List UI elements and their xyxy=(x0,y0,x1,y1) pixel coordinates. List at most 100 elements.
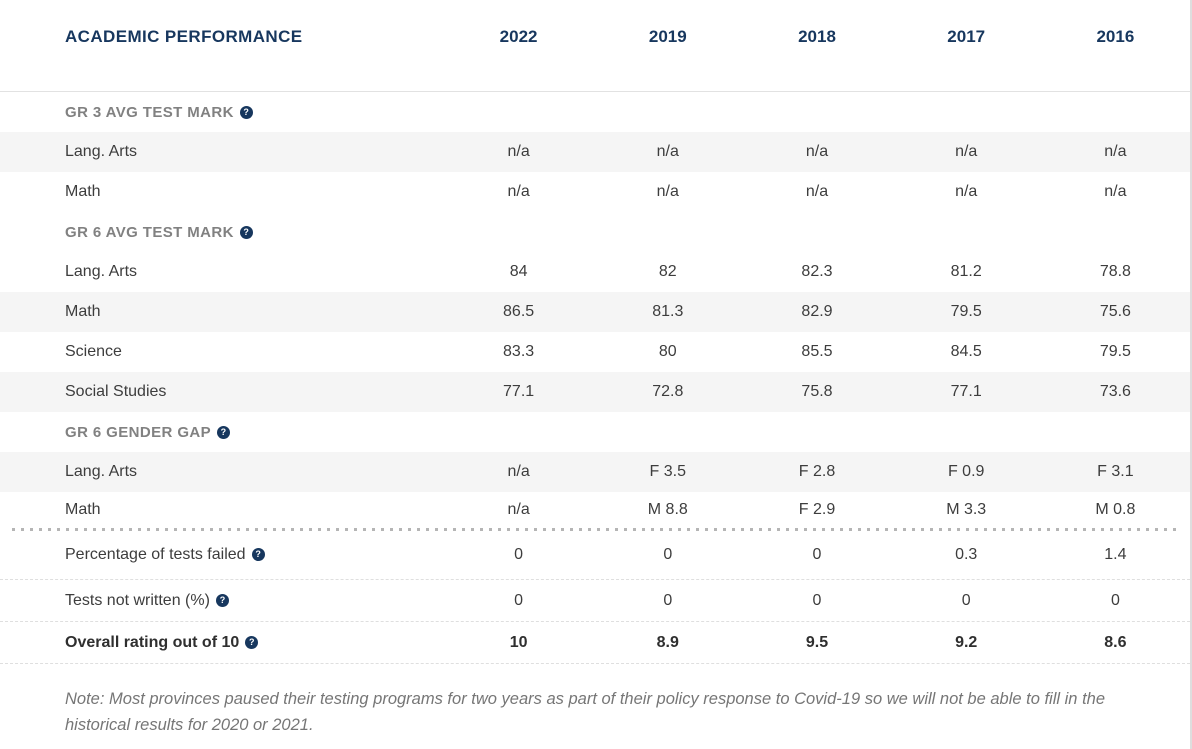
table-row: Science 83.3 80 85.5 84.5 79.5 xyxy=(0,332,1190,372)
note-text: Note: Most provinces paused their testin… xyxy=(65,690,1106,734)
cell-value: 0 xyxy=(812,546,822,563)
table-row-overall-rating: Overall rating out of 10? 10 8.9 9.5 9.2… xyxy=(0,622,1190,664)
section-title: GR 3 AVG TEST MARK? xyxy=(0,104,1190,121)
cell-value: 10 xyxy=(509,633,528,651)
cell-value: 9.5 xyxy=(805,633,829,651)
row-label: Social Studies xyxy=(65,383,167,400)
cell-value: 0 xyxy=(514,546,524,563)
cell-value: n/a xyxy=(507,463,530,480)
table-row: Math n/a M 8.8 F 2.9 M 3.3 M 0.8 xyxy=(0,492,1190,528)
cell-value: 72.8 xyxy=(652,383,684,400)
cell-value: 0 xyxy=(514,591,524,609)
cell-value: F 2.8 xyxy=(798,463,836,480)
section-title: GR 6 AVG TEST MARK? xyxy=(0,224,1190,241)
section-title-text: GR 6 GENDER GAP xyxy=(65,423,212,441)
help-icon[interactable]: ? xyxy=(215,593,229,607)
cell-value: 83.3 xyxy=(503,343,535,360)
table-row: Lang. Arts 84 82 82.3 81.2 78.8 xyxy=(0,252,1190,292)
cell-value: 81.2 xyxy=(950,263,982,280)
help-icon[interactable]: ? xyxy=(239,105,253,119)
cell-value: M 8.8 xyxy=(647,501,688,518)
cell-value: 0 xyxy=(961,591,971,609)
cell-value: 79.5 xyxy=(1099,343,1131,360)
row-label-text: Tests not written (%) xyxy=(65,591,210,609)
row-label-text: Percentage of tests failed xyxy=(65,546,246,563)
cell-value: 0 xyxy=(663,591,673,609)
cell-value: 75.8 xyxy=(801,383,833,400)
cell-value: 1.4 xyxy=(1104,546,1127,563)
cell-value: M 3.3 xyxy=(946,501,987,518)
row-label: Lang. Arts xyxy=(65,463,138,480)
cell-value: 8.6 xyxy=(1104,633,1127,651)
cell-value: 0 xyxy=(1110,591,1120,609)
section-title-text: GR 6 AVG TEST MARK xyxy=(65,223,234,241)
section-gr6-avg-test-mark: GR 6 AVG TEST MARK? xyxy=(0,212,1190,252)
cell-value: 85.5 xyxy=(801,343,833,360)
table-row: Math n/a n/a n/a n/a n/a xyxy=(0,172,1190,212)
cell-value: 80 xyxy=(658,343,677,360)
cell-value: 8.9 xyxy=(656,633,679,651)
cell-value: 78.8 xyxy=(1099,263,1131,280)
dotted-divider xyxy=(12,528,1176,531)
cell-value: F 2.9 xyxy=(798,501,836,518)
table-row-tests-not-written: Tests not written (%)? 0 0 0 0 0 xyxy=(0,580,1190,622)
cell-value: 0 xyxy=(663,546,673,563)
row-label: Math xyxy=(65,183,101,200)
year-column-header-2019: 2019 xyxy=(648,27,687,46)
table-row: Social Studies 77.1 72.8 75.8 77.1 73.6 xyxy=(0,372,1190,412)
cell-value: n/a xyxy=(507,183,530,200)
section-title: GR 6 GENDER GAP? xyxy=(0,424,1190,441)
cell-value: 82.9 xyxy=(801,303,833,320)
row-label: Tests not written (%)? xyxy=(0,592,444,610)
cell-value: 77.1 xyxy=(503,383,535,400)
cell-value: n/a xyxy=(805,143,829,160)
year-column-header-2016: 2016 xyxy=(1096,27,1135,46)
cell-value: 81.3 xyxy=(652,303,684,320)
year-column-header-2022: 2022 xyxy=(499,27,538,46)
help-icon[interactable]: ? xyxy=(217,425,231,439)
cell-value: 0.3 xyxy=(955,546,978,563)
cell-value: F 3.5 xyxy=(649,463,687,480)
cell-value: F 3.1 xyxy=(1097,463,1134,480)
cell-value: n/a xyxy=(1104,183,1127,200)
section-gr6-gender-gap: GR 6 GENDER GAP? xyxy=(0,412,1190,452)
cell-value: n/a xyxy=(507,501,530,518)
cell-value: M 0.8 xyxy=(1095,501,1136,518)
cell-value: 82 xyxy=(658,263,677,280)
cell-value: 75.6 xyxy=(1099,303,1131,320)
help-icon[interactable]: ? xyxy=(239,225,253,239)
cell-value: n/a xyxy=(955,143,978,160)
cell-value: 0 xyxy=(812,591,822,609)
help-icon[interactable]: ? xyxy=(245,635,259,649)
help-icon[interactable]: ? xyxy=(251,548,265,561)
cell-value: n/a xyxy=(1104,143,1127,160)
section-title-text: GR 3 AVG TEST MARK xyxy=(65,103,234,121)
section-gr3-avg-test-mark: GR 3 AVG TEST MARK? xyxy=(0,92,1190,132)
year-column-header-2017: 2017 xyxy=(947,27,986,46)
table-row: Lang. Arts n/a n/a n/a n/a n/a xyxy=(0,132,1190,172)
row-label: Percentage of tests failed? xyxy=(0,546,444,564)
cell-value: 86.5 xyxy=(503,303,535,320)
cell-value: 77.1 xyxy=(950,383,982,400)
cell-value: n/a xyxy=(507,143,530,160)
row-label: Overall rating out of 10? xyxy=(0,634,444,652)
cell-value: 84.5 xyxy=(950,343,982,360)
cell-value: 79.5 xyxy=(950,303,982,320)
cell-value: n/a xyxy=(805,183,829,200)
row-label: Lang. Arts xyxy=(65,143,138,160)
row-label: Math xyxy=(65,501,101,518)
table-header-row: ACADEMIC PERFORMANCE 2022 2019 2018 2017… xyxy=(0,0,1190,92)
cell-value: 82.3 xyxy=(801,263,833,280)
table-row: Lang. Arts n/a F 3.5 F 2.8 F 0.9 F 3.1 xyxy=(0,452,1190,492)
cell-value: 9.2 xyxy=(955,633,978,651)
cell-value: 73.6 xyxy=(1099,383,1131,400)
cell-value: n/a xyxy=(656,183,679,200)
table-row-percentage-tests-failed: Percentage of tests failed? 0 0 0 0.3 1.… xyxy=(0,531,1190,580)
year-column-header-2018: 2018 xyxy=(798,27,836,46)
table-row: Math 86.5 81.3 82.9 79.5 75.6 xyxy=(0,292,1190,332)
cell-value: 84 xyxy=(509,263,528,280)
row-label: Science xyxy=(65,343,122,360)
row-label: Math xyxy=(65,303,101,320)
cell-value: n/a xyxy=(656,143,679,160)
